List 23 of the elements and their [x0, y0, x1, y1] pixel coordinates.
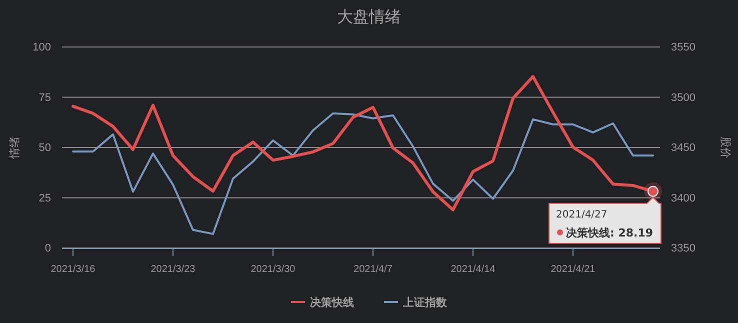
y2-tick-label: 3450: [671, 142, 696, 154]
x-tick-label: 2021/4/21: [550, 264, 596, 275]
y-tick-label: 25: [38, 192, 51, 204]
y2-tick-label: 3500: [671, 92, 696, 104]
y2-tick-label: 3350: [671, 242, 696, 255]
chart-title: 大盘情绪: [337, 7, 401, 26]
y-tick-label: 75: [38, 92, 51, 104]
x-tick-label: 2021/3/16: [50, 264, 96, 275]
y-tick-label: 0: [44, 242, 51, 255]
legend-label: 上证指数: [402, 296, 448, 309]
y-tick-label: 100: [32, 42, 51, 54]
y2-tick-label: 3550: [671, 42, 696, 54]
y-tick-label: 50: [38, 142, 51, 154]
y-axis-title: 情绪: [8, 136, 21, 160]
y2-tick-label: 3400: [671, 192, 696, 204]
x-tick-label: 2021/3/30: [250, 264, 296, 275]
x-tick-label: 2021/4/7: [354, 264, 393, 275]
y2-axis-title: 股价: [719, 136, 732, 158]
legend-label: 决策快线: [310, 296, 354, 309]
tooltip: 2021/4/27 决策快线: 28.19: [548, 182, 662, 244]
x-tick-label: 2021/4/14: [450, 264, 496, 275]
x-tick-label: 2021/3/23: [150, 264, 196, 275]
annotation: 2021/4/27 决策快线: 28.19: [556, 209, 654, 240]
